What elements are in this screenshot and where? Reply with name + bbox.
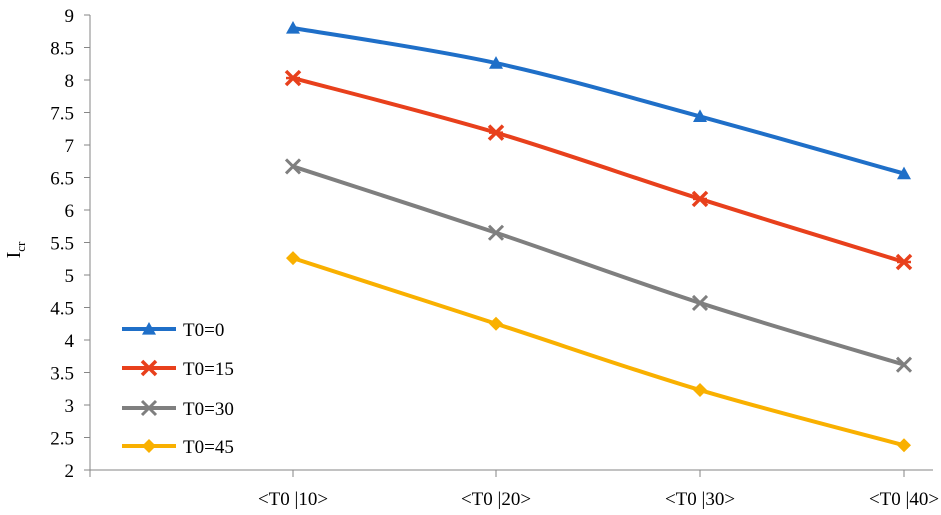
triangle-marker	[286, 21, 300, 34]
y-tick-label: 7	[65, 136, 75, 157]
y-tick-labels: 2 2.5 3 3.5 4 4.5 5 5.5 6 6.5 7 7.5 8 8.5 9	[50, 6, 74, 482]
legend: T0=0 T0=15 T0=30 T0=45	[122, 320, 234, 458]
y-tick-label: 3.5	[50, 364, 74, 385]
series-T0=15	[284, 69, 913, 271]
x-marker-stroke	[284, 158, 302, 175]
x-marker	[691, 294, 709, 312]
diamond-marker	[489, 316, 503, 331]
legend-label: T0=15	[183, 359, 234, 380]
y-tick-label: 4	[65, 331, 75, 352]
x-tick-label: <T0 |30>	[665, 489, 735, 510]
data-point	[895, 253, 913, 271]
triangle-marker	[489, 56, 503, 69]
x-tick-labels: <T0 |10> <T0 |20> <T0 |30> <T0 |40>	[258, 489, 939, 510]
y-tick-label: 8.5	[50, 39, 74, 60]
x-marker	[487, 224, 505, 241]
series-line	[291, 256, 906, 448]
y-tick-label: 2	[65, 461, 75, 482]
data-point	[691, 190, 709, 208]
data-point	[693, 383, 707, 398]
data-point	[895, 356, 913, 373]
x-tick-label: <T0 |10>	[258, 489, 328, 510]
star-marker	[487, 124, 505, 141]
series-line	[291, 26, 906, 176]
axes	[84, 14, 933, 477]
diamond-marker	[693, 383, 707, 398]
legend-label: T0=0	[183, 320, 224, 341]
legend-item: T0=30	[122, 399, 234, 420]
star-marker	[284, 69, 302, 87]
data-point	[897, 438, 911, 453]
legend-item: T0=15	[122, 359, 234, 380]
diamond-marker	[142, 439, 156, 453]
star-marker	[691, 190, 709, 208]
data-point	[691, 294, 709, 312]
y-axis-label: Icr	[3, 241, 28, 258]
data-point	[897, 166, 911, 180]
series-T0=45	[286, 251, 911, 453]
triangle-marker	[897, 166, 911, 180]
series-T0=30	[284, 158, 913, 373]
series-line	[291, 76, 906, 264]
y-tick-label: 5	[65, 266, 75, 287]
y-tick-label: 7.5	[50, 104, 74, 125]
data-point	[489, 56, 503, 69]
legend-label: T0=30	[183, 399, 234, 420]
data-point	[286, 21, 300, 34]
series-line	[291, 164, 906, 367]
data-point	[487, 224, 505, 241]
x-marker-stroke	[140, 399, 158, 417]
data-point	[693, 109, 707, 122]
data-point	[489, 316, 503, 331]
x-marker	[895, 356, 913, 373]
x-tick-label: <T0 |40>	[869, 489, 939, 510]
x-marker	[284, 158, 302, 175]
y-axis-label-sub: cr	[13, 241, 28, 252]
data-point	[284, 158, 302, 175]
legend-item: T0=0	[122, 320, 224, 341]
x-marker-stroke	[691, 294, 709, 312]
y-tick-label: 3	[65, 396, 75, 417]
triangle-marker	[693, 109, 707, 122]
x-marker-stroke	[895, 356, 913, 373]
y-tick-label: 4.5	[50, 299, 74, 320]
data-point	[284, 69, 302, 87]
y-tick-label: 6	[65, 201, 75, 222]
y-tick-label: 8	[65, 71, 75, 92]
diamond-marker	[286, 251, 300, 266]
y-axis-label-main: I	[3, 252, 25, 259]
series-T0=0	[286, 21, 911, 180]
legend-item: T0=45	[122, 437, 234, 458]
x-marker	[140, 399, 158, 417]
data-point	[286, 251, 300, 266]
legend-label: T0=45	[183, 437, 234, 458]
y-tick-label: 5.5	[50, 234, 74, 255]
star-marker	[895, 253, 913, 271]
y-tick-label: 9	[65, 6, 75, 27]
triangle-marker	[142, 322, 156, 335]
series-layer	[284, 21, 913, 453]
x-marker-stroke	[487, 224, 505, 241]
diamond-marker	[897, 438, 911, 453]
y-tick-label: 2.5	[50, 429, 74, 450]
data-point	[487, 124, 505, 141]
y-tick-label: 6.5	[50, 169, 74, 190]
x-tick-label: <T0 |20>	[461, 489, 531, 510]
star-marker	[140, 359, 158, 377]
